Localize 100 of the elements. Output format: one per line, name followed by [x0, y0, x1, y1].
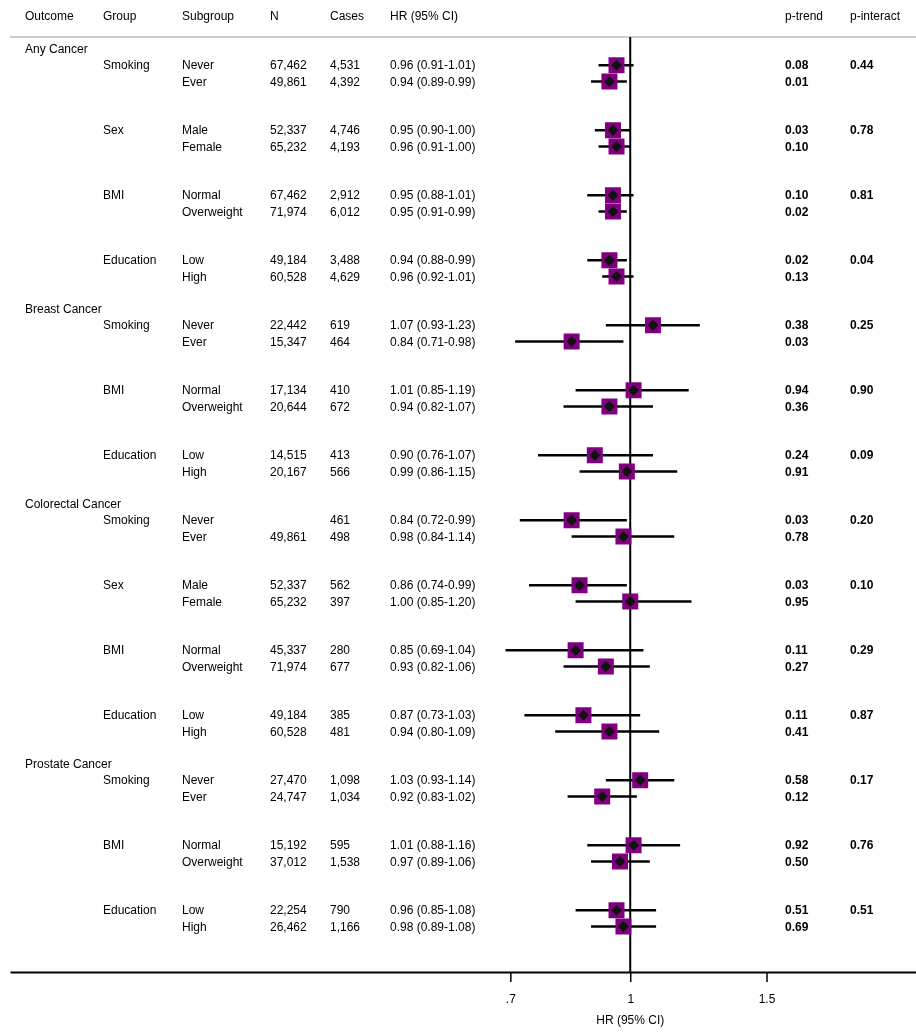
- annotation: 0.20: [850, 513, 874, 528]
- annotation: 52,337: [270, 123, 308, 138]
- text: Subgroup: [182, 9, 235, 24]
- text: HR (95% CI): [390, 9, 459, 24]
- annotation: 2,912: [330, 188, 361, 203]
- annotation: 0.13: [785, 269, 809, 284]
- annotation: 0.29: [850, 643, 874, 658]
- annotation: 1.03 (0.93-1.14): [390, 773, 476, 788]
- annotation: 0.03: [785, 334, 809, 349]
- y-tick-label: Normal: [182, 838, 221, 853]
- annotation: 0.90 (0.76-1.07): [390, 448, 476, 463]
- y-tick-label: Female: [182, 594, 223, 609]
- annotation: 1,098: [330, 773, 361, 788]
- annotation: 0.51: [850, 903, 874, 918]
- annotation: 24,747: [270, 789, 308, 804]
- annotation: Smoking: [103, 58, 150, 73]
- annotation: 65,232: [270, 594, 308, 609]
- annotation: 71,974: [270, 659, 308, 674]
- annotation: 0.36: [785, 399, 809, 414]
- annotation: 0.84 (0.71-0.98): [390, 334, 476, 349]
- annotation: Any Cancer: [25, 42, 88, 57]
- y-tick-label: Low: [182, 708, 205, 723]
- annotation: 0.98 (0.84-1.14): [390, 529, 476, 544]
- annotation: 4,746: [330, 123, 361, 138]
- annotation: 461: [330, 513, 351, 528]
- annotation: 0.99 (0.86-1.15): [390, 464, 476, 479]
- annotation: 22,442: [270, 318, 308, 333]
- y-tick-label: Never: [182, 773, 215, 788]
- annotation: 37,012: [270, 854, 308, 869]
- y-tick-label: Ever: [182, 529, 207, 544]
- annotation: 410: [330, 383, 351, 398]
- annotation: Colorectal Cancer: [25, 497, 122, 512]
- annotation: 0.25: [850, 318, 874, 333]
- annotation: 49,184: [270, 708, 308, 723]
- annotation: 4,392: [330, 74, 361, 89]
- annotation: 0.93 (0.82-1.06): [390, 659, 476, 674]
- annotation: 566: [330, 464, 351, 479]
- y-tick-label: Overweight: [182, 204, 244, 219]
- y-tick-label: Ever: [182, 74, 207, 89]
- annotation: 1,538: [330, 854, 361, 869]
- y-tick-label: Never: [182, 513, 215, 528]
- y-tick-label: High: [182, 464, 207, 479]
- annotation: 0.10: [785, 188, 809, 203]
- text: N: [270, 9, 279, 24]
- annotation: 20,644: [270, 399, 308, 414]
- annotation: 0.69: [785, 919, 809, 934]
- annotation: 0.92: [785, 838, 809, 853]
- annotation: Education: [103, 253, 157, 268]
- annotation: 0.85 (0.69-1.04): [390, 643, 476, 658]
- annotation: 0.11: [785, 643, 809, 658]
- annotation: 0.12: [785, 789, 809, 804]
- annotation: BMI: [103, 383, 125, 398]
- annotation: 0.78: [850, 123, 874, 138]
- annotation: 4,193: [330, 139, 361, 154]
- annotation: 595: [330, 838, 351, 853]
- annotation: 0.41: [785, 724, 809, 739]
- annotation: 0.17: [850, 773, 874, 788]
- y-tick-label: Normal: [182, 188, 221, 203]
- annotation: 1.00 (0.85-1.20): [390, 594, 476, 609]
- y-tick-label: Male: [182, 578, 209, 593]
- text: Group: [103, 9, 137, 24]
- x-tick-label: 1: [627, 991, 635, 1006]
- annotation: 15,192: [270, 838, 308, 853]
- text: p-trend: [785, 9, 824, 24]
- annotation: 0.03: [785, 513, 809, 528]
- annotation: 0.04: [850, 253, 874, 268]
- annotation: 0.51: [785, 903, 809, 918]
- annotation: 60,528: [270, 269, 308, 284]
- y-tick-label: Low: [182, 448, 205, 463]
- annotation: 0.08: [785, 58, 809, 73]
- y-tick-label: Normal: [182, 643, 221, 658]
- text: Outcome: [25, 9, 75, 24]
- annotation: 49,861: [270, 529, 308, 544]
- annotation: 0.10: [785, 139, 809, 154]
- annotation: 385: [330, 708, 351, 723]
- annotation: 0.38: [785, 318, 809, 333]
- y-tick-label: Overweight: [182, 854, 244, 869]
- y-tick-label: Overweight: [182, 399, 244, 414]
- annotation: 49,184: [270, 253, 308, 268]
- annotation: 1,166: [330, 919, 361, 934]
- annotation: Prostate Cancer: [25, 757, 112, 772]
- annotation: Breast Cancer: [25, 302, 102, 317]
- annotation: 397: [330, 594, 351, 609]
- annotation: 0.94 (0.80-1.09): [390, 724, 476, 739]
- y-tick-label: High: [182, 919, 207, 934]
- annotation: 677: [330, 659, 351, 674]
- annotation: 619: [330, 318, 351, 333]
- annotation: 0.92 (0.83-1.02): [390, 789, 476, 804]
- annotation: 4,531: [330, 58, 361, 73]
- annotation: 0.58: [785, 773, 809, 788]
- annotation: 1.07 (0.93-1.23): [390, 318, 476, 333]
- annotation: 65,232: [270, 139, 308, 154]
- annotation: 0.94: [785, 383, 809, 398]
- annotation: 67,462: [270, 58, 308, 73]
- x-axis-title: HR (95% CI): [596, 1013, 665, 1027]
- annotation: 672: [330, 399, 351, 414]
- annotation: 498: [330, 529, 351, 544]
- annotation: 0.95 (0.91-0.99): [390, 204, 476, 219]
- text: p-interact: [850, 9, 901, 24]
- annotation: 790: [330, 903, 351, 918]
